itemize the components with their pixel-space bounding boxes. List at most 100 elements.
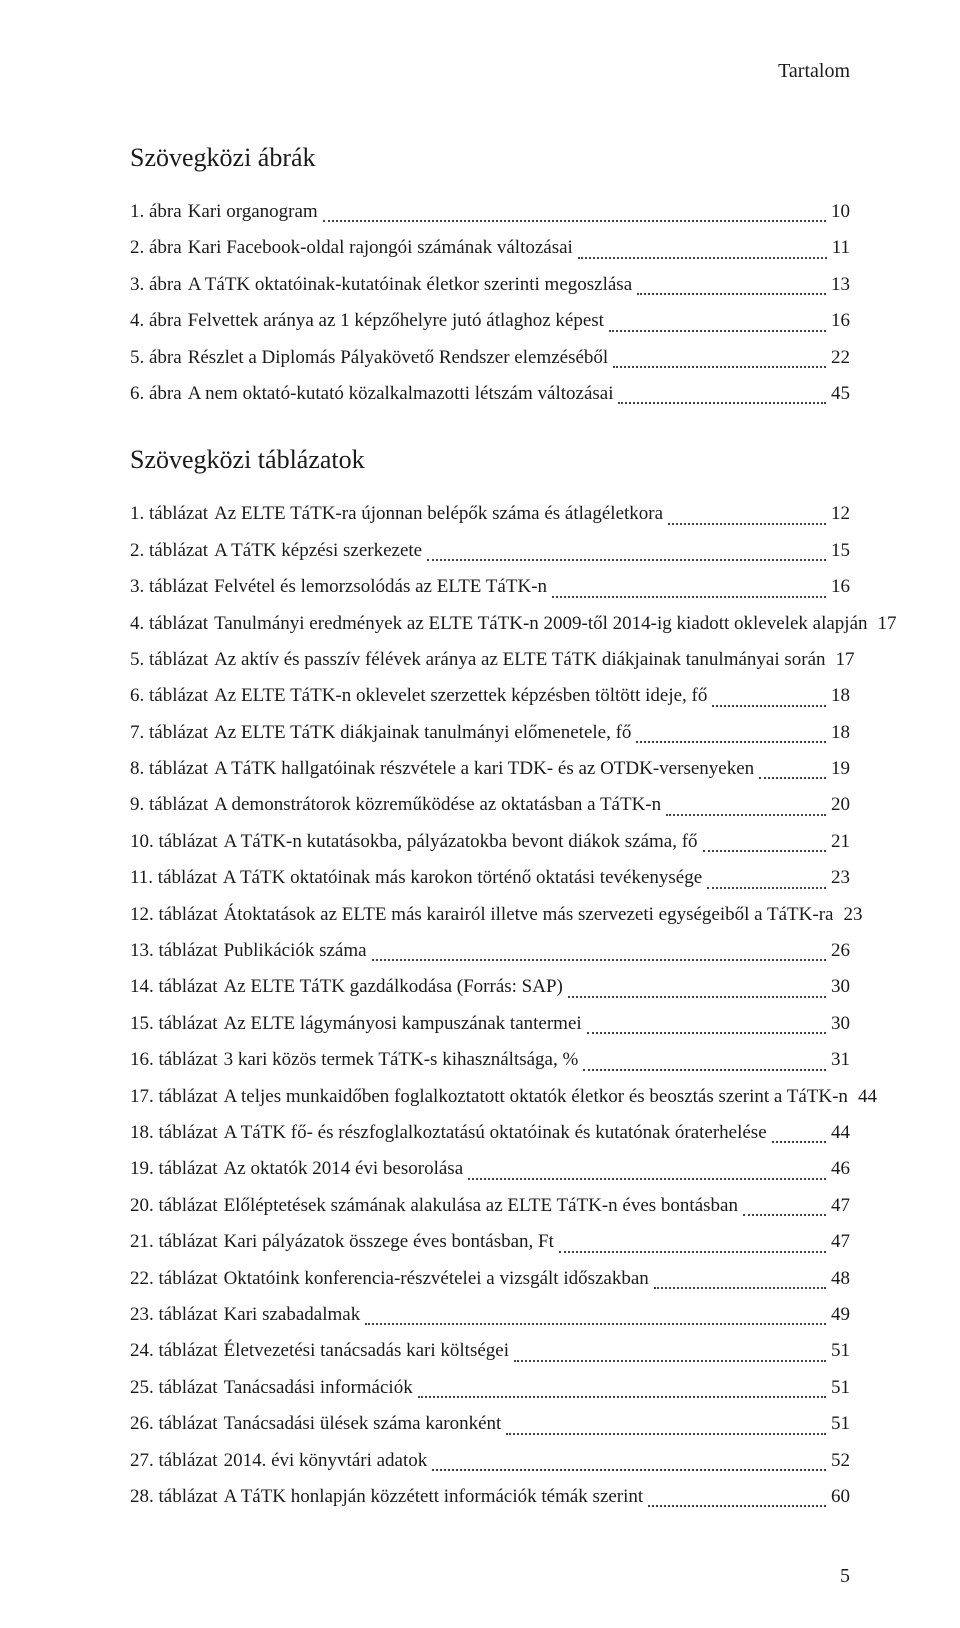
table-entry-title: Kari szabadalmak (224, 1300, 363, 1330)
table-entry-title: Tanulmányi eredmények az ELTE TáTK-n 200… (214, 609, 869, 639)
table-entry-row: 8. táblázat A TáTK hallgatóinak részvéte… (130, 754, 850, 784)
table-entry-page: 17 (876, 609, 897, 639)
table-entry-title: A demonstrátorok közreműködése az oktatá… (214, 790, 663, 820)
table-entry-label: 15. táblázat (130, 1009, 224, 1039)
table-entry-label: 1. táblázat (130, 499, 214, 529)
dot-leader (432, 1469, 826, 1471)
table-entry-label: 7. táblázat (130, 718, 214, 748)
table-entry-row: 10. táblázat A TáTK-n kutatásokba, pályá… (130, 827, 850, 857)
table-entry-row: 7. táblázat Az ELTE TáTK diákjainak tanu… (130, 718, 850, 748)
table-entry-row: 6. táblázat Az ELTE TáTK-n oklevelet sze… (130, 681, 850, 711)
table-entry-label: 14. táblázat (130, 972, 224, 1002)
table-entry-row: 26. táblázat Tanácsadási ülések száma ka… (130, 1409, 850, 1439)
running-header: Tartalom (130, 60, 850, 83)
table-entry-label: 4. táblázat (130, 609, 214, 639)
table-entry-page: 49 (829, 1300, 850, 1330)
table-entry-row: 27. táblázat 2014. évi könyvtári adatok5… (130, 1446, 850, 1476)
figure-entry-page: 13 (829, 270, 850, 300)
table-entry-title: Az ELTE TáTK gazdálkodása (Forrás: SAP) (224, 972, 565, 1002)
table-entry-page: 18 (829, 718, 850, 748)
dot-leader (707, 887, 826, 889)
figure-entry-title: A TáTK oktatóinak-kutatóinak életkor sze… (188, 270, 634, 300)
table-entry-row: 25. táblázat Tanácsadási információk51 (130, 1373, 850, 1403)
table-entry-title: A TáTK-n kutatásokba, pályázatokba bevon… (224, 827, 700, 857)
table-entry-title: Az ELTE TáTK-ra újonnan belépők száma és… (214, 499, 665, 529)
dot-leader (427, 559, 826, 561)
table-entry-title: A TáTK hallgatóinak részvétele a kari TD… (214, 754, 756, 784)
table-entry-row: 9. táblázat A demonstrátorok közreműködé… (130, 790, 850, 820)
table-entry-row: 19. táblázat Az oktatók 2014 évi besorol… (130, 1154, 850, 1184)
dot-leader (613, 366, 826, 368)
figure-entry-page: 22 (829, 343, 850, 373)
figure-entry-label: 5. ábra (130, 343, 188, 373)
table-entry-title: A TáTK oktatóinak más karokon történő ok… (223, 863, 704, 893)
table-entry-page: 44 (856, 1082, 877, 1112)
table-entry-title: A teljes munkaidőben foglalkoztatott okt… (224, 1082, 850, 1112)
dot-leader (648, 1505, 826, 1507)
figure-entry-title: A nem oktató-kutató közalkalmazotti léts… (188, 379, 616, 409)
figure-entry-label: 3. ábra (130, 270, 188, 300)
table-entry-page: 30 (829, 1009, 850, 1039)
figure-entry-row: 1. ábra Kari organogram10 (130, 197, 850, 227)
table-entry-label: 8. táblázat (130, 754, 214, 784)
table-entry-label: 10. táblázat (130, 827, 224, 857)
table-entry-row: 17. táblázat A teljes munkaidőben foglal… (130, 1082, 850, 1112)
table-entry-page: 51 (829, 1409, 850, 1439)
table-entry-row: 5. táblázat Az aktív és passzív félévek … (130, 645, 850, 675)
table-entry-page: 23 (841, 900, 862, 930)
table-entry-title: 3 kari közös termek TáTK-s kihasználtság… (224, 1045, 581, 1075)
table-entry-label: 11. táblázat (130, 863, 223, 893)
table-entry-page: 26 (829, 936, 850, 966)
table-entry-page: 19 (829, 754, 850, 784)
page: Tartalom Szövegközi ábrák 1. ábra Kari o… (0, 0, 960, 1628)
dot-leader (759, 777, 826, 779)
figure-entry-page: 16 (829, 306, 850, 336)
figure-entry-label: 1. ábra (130, 197, 188, 227)
table-entry-row: 4. táblázat Tanulmányi eredmények az ELT… (130, 609, 850, 639)
table-entry-label: 17. táblázat (130, 1082, 224, 1112)
table-entry-title: 2014. évi könyvtári adatok (224, 1446, 430, 1476)
dot-leader (514, 1360, 826, 1362)
table-entry-label: 23. táblázat (130, 1300, 224, 1330)
dot-leader (668, 523, 826, 525)
table-entry-label: 22. táblázat (130, 1264, 224, 1294)
figure-entry-row: 5. ábra Részlet a Diplomás Pályakövető R… (130, 343, 850, 373)
table-entry-page: 60 (829, 1482, 850, 1512)
dot-leader (568, 996, 826, 998)
figure-entry-title: Részlet a Diplomás Pályakövető Rendszer … (188, 343, 611, 373)
dot-leader (743, 1214, 826, 1216)
dot-leader (666, 814, 826, 816)
table-entry-page: 46 (829, 1154, 850, 1184)
table-entry-row: 2. táblázat A TáTK képzési szerkezete15 (130, 536, 850, 566)
table-entry-label: 24. táblázat (130, 1336, 224, 1366)
table-entry-label: 21. táblázat (130, 1227, 224, 1257)
table-entry-label: 12. táblázat (130, 900, 224, 930)
figure-entry-row: 6. ábra A nem oktató-kutató közalkalmazo… (130, 379, 850, 409)
table-entry-row: 3. táblázat Felvétel és lemorzsolódás az… (130, 572, 850, 602)
table-entry-title: Az ELTE TáTK-n oklevelet szerzettek képz… (214, 681, 709, 711)
table-entry-title: Publikációk száma (224, 936, 369, 966)
figure-entry-title: Felvettek aránya az 1 képzőhelyre jutó á… (188, 306, 606, 336)
table-entry-label: 13. táblázat (130, 936, 224, 966)
table-entry-row: 1. táblázat Az ELTE TáTK-ra újonnan belé… (130, 499, 850, 529)
table-entry-page: 15 (829, 536, 850, 566)
table-entry-title: Kari pályázatok összege éves bontásban, … (224, 1227, 556, 1257)
dot-leader (365, 1323, 826, 1325)
table-entry-title: Életvezetési tanácsadás kari költségei (224, 1336, 511, 1366)
table-entry-title: A TáTK képzési szerkezete (214, 536, 424, 566)
dot-leader (654, 1287, 826, 1289)
table-entry-page: 52 (829, 1446, 850, 1476)
table-entry-label: 5. táblázat (130, 645, 214, 675)
table-entry-page: 31 (829, 1045, 850, 1075)
table-entry-label: 6. táblázat (130, 681, 214, 711)
table-entry-row: 28. táblázat A TáTK honlapján közzétett … (130, 1482, 850, 1512)
table-entry-page: 16 (829, 572, 850, 602)
table-entry-title: A TáTK honlapján közzétett információk t… (224, 1482, 646, 1512)
dot-leader (618, 402, 826, 404)
dot-leader (418, 1396, 826, 1398)
table-entry-title: Tanácsadási ülések száma karonként (224, 1409, 504, 1439)
table-entry-label: 3. táblázat (130, 572, 214, 602)
dot-leader (637, 293, 826, 295)
table-entry-title: Oktatóink konferencia-részvételei a vizs… (224, 1264, 651, 1294)
table-entry-label: 16. táblázat (130, 1045, 224, 1075)
